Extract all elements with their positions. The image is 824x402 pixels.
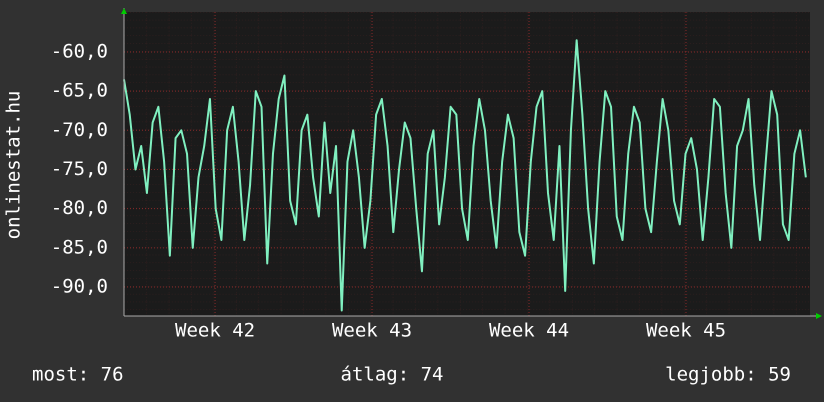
y-tick-label: -80,0 (51, 197, 108, 219)
y-tick-label: -90,0 (51, 276, 108, 298)
y-tick-label: -85,0 (51, 236, 108, 258)
x-axis-arrow (816, 313, 822, 319)
y-axis-arrow (121, 8, 127, 14)
y-tick-label: -65,0 (51, 80, 108, 102)
data-line (123, 39, 807, 312)
x-tick-label: Week 42 (175, 320, 255, 342)
y-axis-label: onlinestat.hu (3, 91, 25, 240)
y-tick-label: -60,0 (51, 40, 108, 62)
x-tick-label: Week 44 (489, 320, 569, 342)
x-tick-label: Week 45 (646, 320, 726, 342)
footer-best: legjobb: 59 (665, 364, 791, 386)
minor-grid (124, 12, 810, 316)
y-tick-label: -75,0 (51, 158, 108, 180)
footer-current: most: 76 (32, 364, 124, 386)
x-tick-label: Week 43 (332, 320, 412, 342)
footer-average: átlag: 74 (341, 364, 444, 386)
y-tick-label: -70,0 (51, 119, 108, 141)
